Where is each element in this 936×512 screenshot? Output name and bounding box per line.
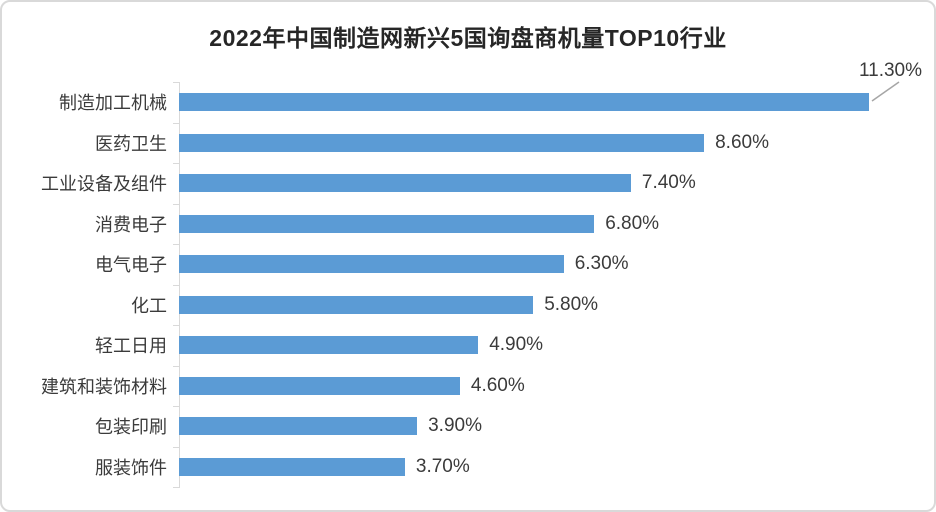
axis-tick [173,122,180,124]
chart-title: 2022年中国制造网新兴5国询盘商机量TOP10行业 [209,25,727,51]
callout-value-label: 11.30% [858,60,922,81]
bar [179,255,564,274]
bar [179,417,418,436]
category-label: 消费电子 [95,214,167,235]
bar-row: 轻工日用 4.90% [14,325,926,366]
bar [179,336,479,355]
bar-zone: 4.60% [179,366,926,407]
bar-row: 工业设备及组件 7.40% [14,163,926,204]
value-label: 4.90% [489,334,544,356]
bar [179,133,705,152]
axis-tick [173,284,180,286]
category-label: 化工 [131,295,167,316]
axis-tick [173,163,180,164]
value-label: 4.60% [470,374,525,396]
bar-zone: 7.40% [179,163,926,204]
bar-zone: 5.80% [179,285,926,326]
bar-row: 制造加工机械 [14,82,926,123]
bar-row: 化工 5.80% [14,285,926,326]
bar-zone: 4.90% [179,325,926,366]
category-label: 制造加工机械 [59,93,167,114]
axis-tick [173,487,180,488]
bar-row: 医药卫生 8.60% [14,123,926,164]
bar [179,174,631,193]
axis-tick [173,365,180,367]
category-label: 工业设备及组件 [41,174,167,195]
value-label: 3.70% [415,455,470,477]
category-label: 建筑和装饰材料 [41,376,167,397]
bar-zone [179,82,926,123]
axis-tick [173,446,180,448]
bar-row: 包装印刷 3.90% [14,406,926,447]
bar-row: 服装饰件 3.70% [14,447,926,488]
value-label: 7.40% [641,172,696,194]
category-label: 包装印刷 [95,417,167,438]
value-label: 5.80% [544,293,599,315]
bar-zone: 6.80% [179,204,926,245]
bar-row: 电气电子 6.30% [14,244,926,285]
bar [179,457,405,476]
category-label: 医药卫生 [95,133,167,154]
bar-zone: 8.60% [179,123,926,164]
bar-row: 建筑和装饰材料 4.60% [14,366,926,407]
bar-row: 消费电子 6.80% [14,204,926,245]
axis-tick [173,203,180,205]
value-label: 6.30% [574,253,629,275]
category-label: 服装饰件 [95,457,167,478]
value-label: 6.80% [605,212,660,234]
bar-zone: 3.90% [179,406,926,447]
axis-tick [173,82,180,83]
bar [179,214,595,233]
bar [179,295,534,314]
category-label: 电气电子 [95,255,167,276]
value-label: 8.60% [715,131,769,153]
plot-area: 制造加工机械 医药卫生 8.60% 工业设备及组件 7.40% 消费电子 6.8… [14,82,926,488]
category-label: 轻工日用 [95,336,167,357]
value-label: 3.90% [428,415,482,437]
axis-tick [173,325,180,326]
bar-zone: 6.30% [179,244,926,285]
bar-zone: 3.70% [179,447,926,488]
bar [179,93,869,112]
bar [179,376,460,395]
axis-tick [173,244,180,245]
axis-tick [173,406,180,407]
